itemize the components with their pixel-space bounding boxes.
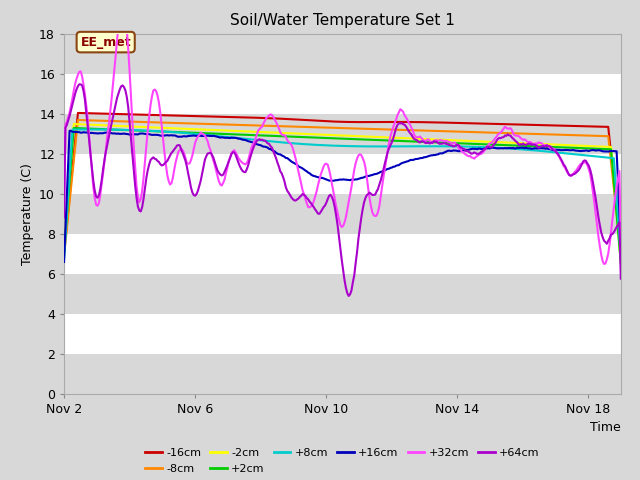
Bar [64,234,621,274]
Bar [64,34,621,73]
Y-axis label: Temperature (C): Temperature (C) [20,163,33,264]
Bar [64,154,621,193]
Title: Soil/Water Temperature Set 1: Soil/Water Temperature Set 1 [230,13,455,28]
X-axis label: Time: Time [590,421,621,434]
Bar [64,354,621,394]
Bar [64,73,621,114]
Bar [64,114,621,154]
Bar [64,193,621,234]
Bar [64,274,621,313]
Text: EE_met: EE_met [81,36,131,48]
Bar [64,313,621,354]
Legend: -16cm, -8cm, -2cm, +2cm, +8cm, +16cm, +32cm, +64cm: -16cm, -8cm, -2cm, +2cm, +8cm, +16cm, +3… [141,444,544,478]
